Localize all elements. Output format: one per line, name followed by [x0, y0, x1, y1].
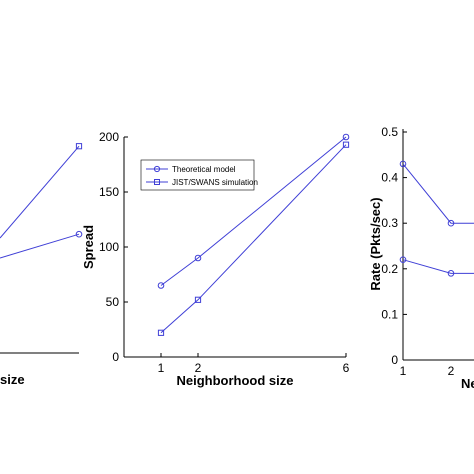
- right-series-1-point: [399, 160, 407, 168]
- right-series: [399, 160, 474, 277]
- middle-series: [157, 133, 350, 336]
- middle-series-1-point: [157, 282, 165, 289]
- left-series-line: [0, 145, 80, 239]
- right-y-tick-label: 0.1: [381, 307, 398, 321]
- right-y-tick-label: 0: [391, 353, 398, 367]
- middle-series-1-point: [342, 133, 350, 141]
- right-ticks: 0 0.1 0.2 0.3 0.4 0.5 1 2: [381, 125, 454, 378]
- middle-ticks: 0 50 100 150 200 1 2 6: [99, 130, 350, 375]
- middle-panel: 0 50 100 150 200 1 2 6 Neighborhood size Spread…: [81, 130, 350, 388]
- middle-series-line-2: [160, 144, 347, 334]
- legend-label-theoretical: Theoretical model: [172, 165, 236, 174]
- middle-series-1-point: [194, 254, 202, 262]
- middle-series-line-1: [160, 136, 347, 286]
- right-panel: 0 0.1 0.2 0.3 0.4 0.5 1 2 Ne Rate (Pkts/sec): [368, 125, 474, 391]
- middle-series-2-point: [157, 329, 165, 336]
- legend-marker-theoretical: [153, 165, 161, 173]
- left-series-point: [75, 143, 83, 150]
- middle-y-tick-label: 200: [99, 130, 119, 144]
- left-series-line: [0, 233, 80, 259]
- right-y-tick-label: 0.4: [381, 171, 398, 185]
- middle-y-tick-label: 100: [99, 240, 119, 254]
- middle-x-tick-label: 2: [195, 361, 202, 375]
- right-series-2-point: [399, 256, 407, 263]
- middle-series-2-point: [194, 296, 202, 303]
- right-y-tick-label: 0.2: [381, 262, 398, 276]
- middle-y-tick-label: 0: [112, 350, 119, 364]
- left-panel: size: [0, 143, 83, 387]
- legend-marker-simulation: [154, 179, 160, 185]
- right-series-line-1: [402, 163, 474, 224]
- right-x-axis-label: Ne: [461, 376, 474, 391]
- middle-y-tick-label: 150: [99, 185, 119, 199]
- middle-x-tick-label: 1: [158, 361, 165, 375]
- legend: Theoretical model JIST/SWANS simulation: [140, 159, 258, 191]
- right-y-axis-label: Rate (Pkts/sec): [368, 197, 383, 290]
- middle-x-tick-label: 6: [343, 361, 350, 375]
- left-series-point: [75, 230, 83, 238]
- legend-label-simulation: JIST/SWANS simulation: [172, 178, 258, 187]
- right-series-2-point: [447, 270, 455, 277]
- left-x-axis-label: size: [0, 372, 25, 387]
- left-series-lines: [0, 143, 83, 259]
- right-y-tick-label: 0.3: [381, 216, 398, 230]
- right-x-tick-label: 1: [400, 364, 407, 378]
- right-series-1-point: [447, 219, 455, 227]
- right-series-line-2: [402, 259, 474, 274]
- right-y-tick-label: 0.5: [381, 125, 398, 139]
- middle-y-axis-label: Spread: [81, 225, 96, 269]
- middle-series-2-point: [342, 141, 350, 148]
- middle-x-axis-label: Neighborhood size: [177, 373, 294, 388]
- middle-y-tick-label: 50: [106, 295, 120, 309]
- right-x-tick-label: 2: [448, 364, 455, 378]
